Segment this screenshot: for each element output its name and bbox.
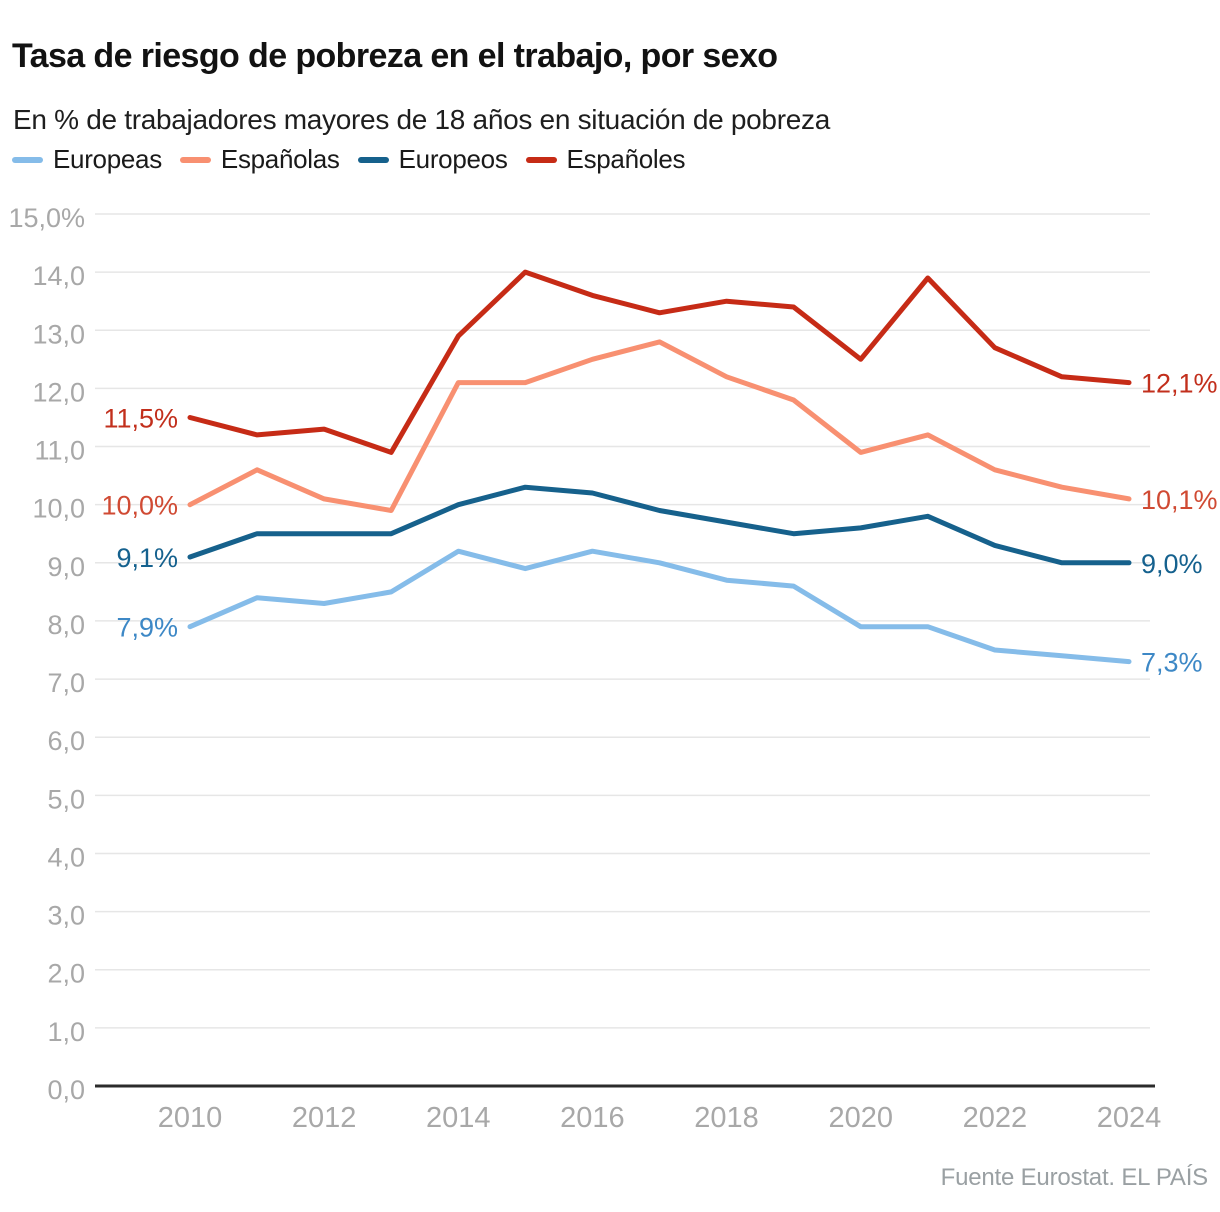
x-tick-label: 2010 <box>158 1102 223 1134</box>
y-tick-label: 12,0 <box>32 377 85 407</box>
legend-item-espanolas: Españolas <box>179 144 340 175</box>
legend-swatch-europeos <box>357 156 389 163</box>
legend-item-espanoles: Españoles <box>525 144 686 175</box>
x-tick-label: 2022 <box>963 1102 1028 1134</box>
series-end-label-espanolas: 10,1% <box>1141 485 1218 515</box>
y-tick-label: 0,0 <box>47 1075 85 1105</box>
series-line-europeos <box>187 484 1132 566</box>
legend-item-europeas: Europeas <box>12 144 162 175</box>
series-end-label-europeas: 7,3% <box>1141 648 1203 678</box>
legend-swatch-espanoles <box>525 156 557 163</box>
legend: Europeas Españolas Europeos Españoles <box>12 144 686 175</box>
source-credit: Fuente Eurostat. EL PAÍS <box>940 1164 1209 1191</box>
x-tick-label: 2014 <box>426 1102 491 1134</box>
y-tick-label: 11,0 <box>34 436 85 466</box>
x-tick-label: 2016 <box>560 1102 625 1134</box>
y-tick-label: 7,0 <box>47 668 85 698</box>
legend-label-europeas: Europeas <box>53 144 162 174</box>
y-tick-label: 14,0 <box>32 261 85 291</box>
y-tick-label: 6,0 <box>47 726 85 756</box>
x-tick-label: 2018 <box>694 1102 759 1134</box>
x-tick-label: 2020 <box>828 1102 893 1134</box>
chart-subtitle: En % de trabajadores mayores de 18 años … <box>13 104 830 135</box>
y-tick-label: 2,0 <box>47 959 85 989</box>
series-start-label-espanoles: 11,5% <box>103 403 178 433</box>
x-tick-label: 2024 <box>1097 1102 1162 1134</box>
y-tick-label: 9,0 <box>47 552 85 582</box>
legend-label-espanolas: Españolas <box>220 144 340 174</box>
legend-label-espanoles: Españoles <box>566 144 686 174</box>
y-tick-label: 15,0% <box>8 203 85 233</box>
series-end-label-europeos: 9,0% <box>1141 549 1203 579</box>
y-tick-label: 3,0 <box>47 901 85 931</box>
y-tick-label: 8,0 <box>47 610 85 640</box>
series-end-label-espanoles: 12,1% <box>1141 369 1218 399</box>
y-tick-label: 4,0 <box>47 842 85 872</box>
y-tick-label: 10,0 <box>32 494 85 524</box>
y-tick-label: 13,0 <box>32 319 85 349</box>
series-start-label-europeos: 9,1% <box>116 543 178 573</box>
x-tick-label: 2012 <box>292 1102 357 1134</box>
series-line-espanoles <box>187 269 1132 455</box>
page-title: Tasa de riesgo de pobreza en el trabajo,… <box>12 36 778 75</box>
series-line-europeas <box>187 548 1132 665</box>
series-line-espanolas <box>187 339 1132 513</box>
legend-swatch-espanolas <box>179 156 211 163</box>
legend-swatch-europeas <box>12 156 43 163</box>
y-tick-label: 5,0 <box>47 784 85 814</box>
series-start-label-espanolas: 10,0% <box>101 491 178 521</box>
legend-label-europeos: Europeos <box>398 144 508 174</box>
legend-item-europeos: Europeos <box>357 144 508 175</box>
series-start-label-europeas: 7,9% <box>116 613 178 643</box>
y-tick-label: 1,0 <box>47 1017 85 1047</box>
